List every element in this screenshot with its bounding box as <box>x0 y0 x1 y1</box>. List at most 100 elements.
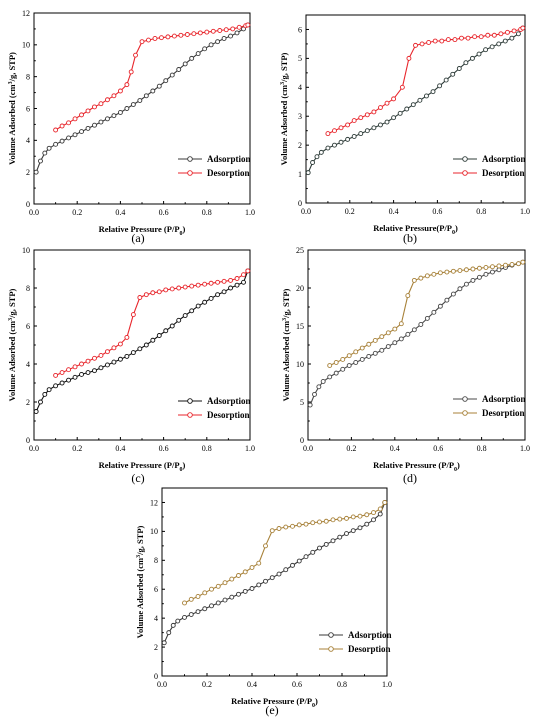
data-point <box>170 622 176 628</box>
y-axis-label-main: Volume Adsorbed (cm <box>7 84 17 164</box>
x-axis-label-sub: 0 <box>452 230 455 236</box>
data-point <box>98 352 104 358</box>
x-tick-label: 1.0 <box>245 444 255 453</box>
data-point <box>124 82 130 88</box>
data-point <box>469 55 475 61</box>
chart-panel-a: 0.0 0.2 0.4 0.6 0.8 1.0 0 2 4 6 8 10 12 Relative Pres… <box>7 9 255 245</box>
y-axis-label: Volume Adsorbed (cm3/g, STP) <box>281 288 291 401</box>
data-point <box>53 383 59 389</box>
data-point <box>33 409 39 414</box>
y-axis-label-end: /g, STP) <box>279 52 289 82</box>
legend: Adsorption Desorption <box>453 394 526 418</box>
data-point <box>152 36 158 41</box>
x-axis-label-main: Relative Pressure(P/P <box>373 223 452 233</box>
data-point <box>98 101 104 107</box>
legend-swatch-marker <box>462 170 468 176</box>
data-point <box>392 340 398 346</box>
data-point <box>378 122 383 128</box>
data-point <box>202 281 208 287</box>
data-point <box>72 116 78 122</box>
x-axis-label: Relative Pressure (P/P0) <box>99 224 186 237</box>
data-point <box>215 583 221 589</box>
data-point <box>182 313 188 319</box>
data-point <box>163 287 169 293</box>
y-tick-label: 4 <box>154 614 158 623</box>
data-point <box>340 366 346 372</box>
data-point <box>85 358 91 364</box>
x-tick-label: 0.2 <box>202 680 212 689</box>
series-line-desorption <box>55 270 249 376</box>
y-axis-label-sup: 3 <box>280 82 286 85</box>
data-point <box>520 25 526 31</box>
y-axis-label-sup: 3 <box>8 318 14 321</box>
data-point <box>104 97 110 103</box>
data-point <box>391 96 397 102</box>
data-point <box>150 88 156 94</box>
data-point <box>66 120 72 126</box>
data-point <box>169 323 175 329</box>
data-point <box>379 334 385 340</box>
y-tick-label: 2 <box>26 168 30 177</box>
data-point <box>228 277 234 283</box>
data-point <box>470 266 476 272</box>
x-tick-label: 0.2 <box>72 444 82 453</box>
data-point <box>338 139 344 145</box>
panel-caption: (d) <box>403 471 417 485</box>
data-point <box>364 512 370 518</box>
data-point <box>229 576 235 582</box>
data-point <box>377 511 383 517</box>
data-point <box>431 309 437 315</box>
data-point <box>456 66 462 71</box>
data-point <box>79 129 84 135</box>
x-tick-label: 0.6 <box>292 680 302 689</box>
y-tick-label: 0 <box>26 436 30 445</box>
data-point <box>384 100 390 106</box>
data-point <box>424 315 430 321</box>
series-desorption <box>53 22 251 133</box>
data-point <box>92 122 97 128</box>
data-point <box>391 115 397 121</box>
data-point <box>130 312 136 318</box>
data-point <box>124 106 130 111</box>
data-point <box>437 303 443 309</box>
x-tick-label: 0.4 <box>247 680 257 689</box>
y-axis-label-end: /g, STP) <box>7 52 17 82</box>
data-point <box>317 545 322 551</box>
data-point <box>92 355 97 361</box>
data-point <box>241 279 246 285</box>
data-point <box>359 356 365 362</box>
data-point <box>269 528 275 534</box>
data-point <box>188 596 194 602</box>
data-point <box>340 356 346 362</box>
data-point <box>382 500 388 505</box>
data-point <box>509 35 515 41</box>
data-point <box>371 517 376 523</box>
data-point <box>290 562 295 568</box>
data-point <box>242 569 248 575</box>
data-point <box>263 578 268 584</box>
legend-entry-desorption: Desorption <box>207 410 250 420</box>
data-point <box>182 284 188 290</box>
data-point <box>176 285 182 291</box>
data-point <box>350 528 356 534</box>
data-point <box>350 514 356 520</box>
data-point <box>465 35 471 41</box>
data-point <box>430 89 436 95</box>
data-point <box>470 277 476 283</box>
x-tick-label: 0.6 <box>433 444 443 453</box>
data-point <box>516 261 521 267</box>
series-line-desorption <box>327 27 524 135</box>
legend-entry-desorption: Desorption <box>348 644 391 654</box>
data-point <box>276 526 282 531</box>
y-tick-label: 4 <box>26 136 30 145</box>
data-point <box>176 317 182 323</box>
data-point <box>296 522 302 528</box>
data-point <box>195 51 201 57</box>
legend-swatch-marker <box>462 156 468 162</box>
data-point <box>411 327 417 333</box>
legend-swatch-marker <box>328 632 334 638</box>
data-point <box>325 145 331 151</box>
data-point <box>443 77 449 83</box>
data-point <box>283 524 289 530</box>
data-point <box>472 34 478 40</box>
